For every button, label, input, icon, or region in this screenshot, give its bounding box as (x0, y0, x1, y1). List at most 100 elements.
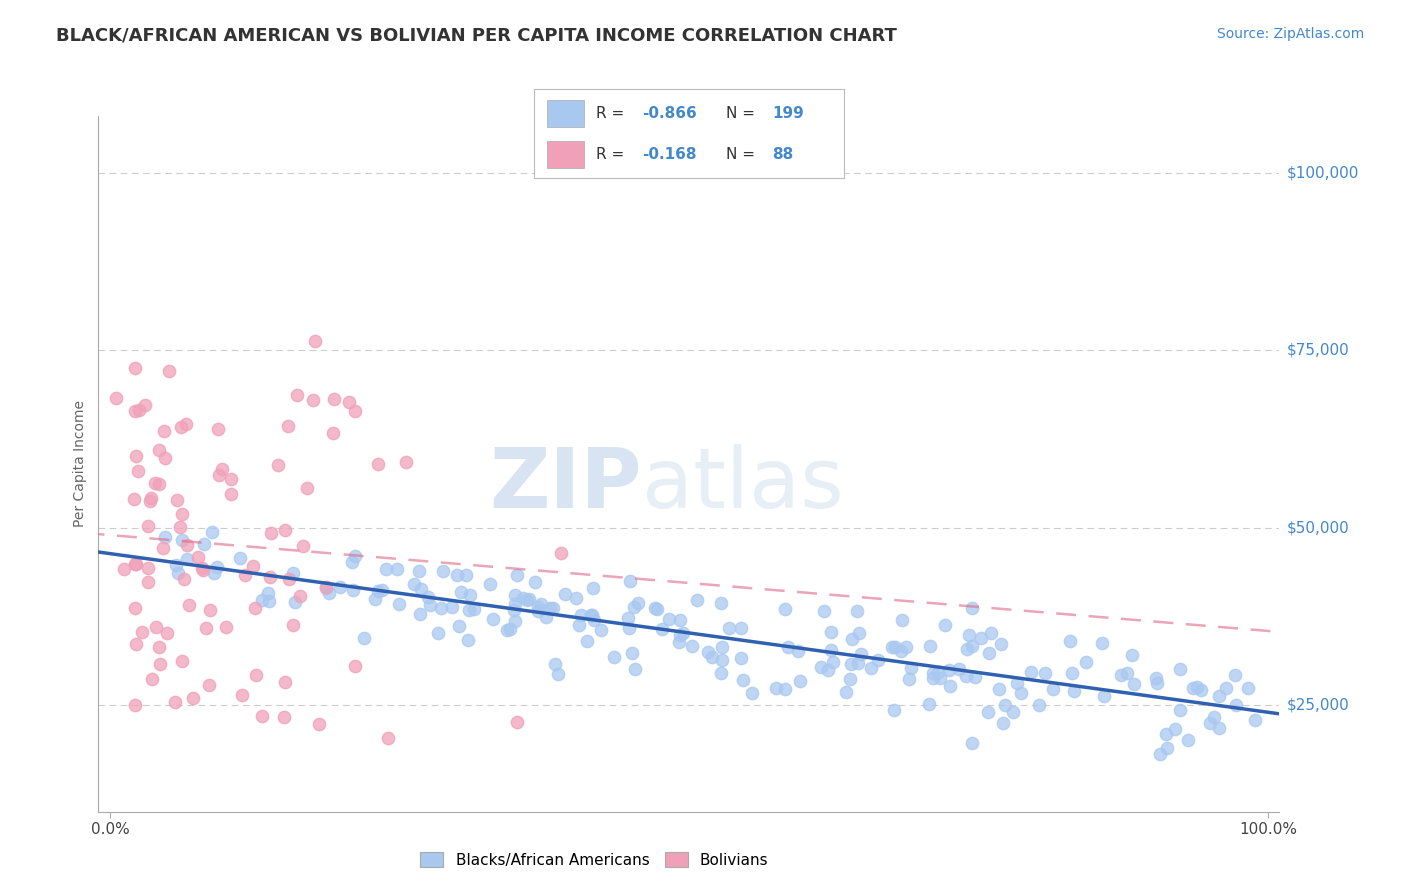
Point (191, 563, 214, 577)
Point (626, 596, 648, 610)
Point (1168, 662, 1191, 676)
Point (934, 618, 956, 632)
Point (343, 659, 366, 673)
Point (152, 541, 174, 555)
Point (1202, 710, 1225, 724)
Point (432, 564, 454, 578)
Text: N =: N = (725, 147, 759, 161)
Point (538, 601, 561, 615)
Point (174, 417, 197, 432)
Point (176, 537, 198, 551)
Point (308, 717, 330, 731)
Point (955, 642, 977, 657)
Point (277, 572, 299, 586)
Point (516, 592, 538, 607)
Bar (547, 141, 583, 168)
Y-axis label: Per Capita Income: Per Capita Income (73, 401, 87, 527)
Point (820, 625, 842, 640)
Legend: Blacks/African Americans, Bolivians: Blacks/African Americans, Bolivians (415, 846, 775, 873)
Point (215, 620, 238, 634)
Point (273, 709, 295, 723)
Point (395, 455, 418, 469)
Point (173, 572, 195, 586)
Point (259, 525, 281, 540)
Text: atlas: atlas (641, 444, 844, 525)
Point (813, 604, 835, 618)
Point (170, 508, 193, 522)
Point (718, 621, 741, 635)
Point (696, 645, 718, 659)
Point (329, 580, 352, 594)
Point (450, 585, 472, 599)
Point (929, 671, 952, 685)
Point (156, 626, 179, 640)
Point (554, 587, 576, 601)
Point (1060, 666, 1083, 681)
Point (136, 575, 159, 590)
Point (419, 598, 441, 612)
Point (187, 549, 209, 564)
Point (267, 458, 290, 472)
Point (617, 621, 640, 635)
Point (1164, 722, 1187, 736)
Point (988, 681, 1011, 696)
Point (1121, 648, 1143, 662)
Point (547, 667, 569, 681)
Point (1116, 665, 1139, 680)
Point (567, 618, 589, 632)
Point (1177, 732, 1199, 747)
Point (141, 673, 163, 687)
Point (506, 714, 529, 729)
Point (624, 662, 647, 676)
Point (458, 603, 481, 617)
Point (669, 628, 692, 642)
Point (773, 681, 796, 696)
Point (134, 398, 156, 412)
Point (1033, 666, 1056, 681)
Point (938, 663, 960, 677)
Point (482, 612, 505, 626)
Point (165, 558, 187, 572)
Text: $100,000: $100,000 (1286, 165, 1358, 180)
Point (730, 622, 752, 636)
Point (458, 588, 481, 602)
Point (277, 419, 299, 434)
Point (288, 590, 311, 604)
Point (918, 698, 941, 712)
Point (145, 620, 167, 634)
Text: R =: R = (596, 147, 630, 161)
Point (778, 640, 800, 654)
Point (955, 669, 977, 683)
Point (274, 523, 297, 537)
Point (620, 646, 643, 660)
Point (711, 640, 734, 654)
Point (285, 388, 308, 402)
Point (579, 607, 602, 622)
Point (957, 628, 980, 642)
Point (304, 334, 326, 348)
Point (157, 363, 180, 377)
Point (672, 625, 695, 640)
Point (219, 472, 242, 486)
Point (1237, 681, 1260, 695)
Text: -0.168: -0.168 (643, 147, 697, 161)
Text: ZIP: ZIP (489, 444, 641, 525)
Point (841, 657, 863, 671)
Point (454, 568, 477, 582)
Point (1181, 681, 1204, 695)
Text: BLACK/AFRICAN AMERICAN VS BOLIVIAN PER CAPITA INCOME CORRELATION CHART: BLACK/AFRICAN AMERICAN VS BOLIVIAN PER C… (56, 27, 897, 45)
Point (364, 592, 387, 607)
Point (991, 715, 1014, 730)
Point (1144, 672, 1167, 686)
Point (710, 596, 733, 610)
Text: 88: 88 (772, 147, 794, 161)
Point (668, 635, 690, 649)
Point (1146, 676, 1168, 690)
Point (619, 574, 641, 588)
Point (921, 671, 943, 685)
Point (148, 640, 170, 655)
Point (835, 684, 858, 698)
Point (243, 600, 266, 615)
Point (1010, 686, 1032, 700)
Point (1225, 668, 1247, 682)
